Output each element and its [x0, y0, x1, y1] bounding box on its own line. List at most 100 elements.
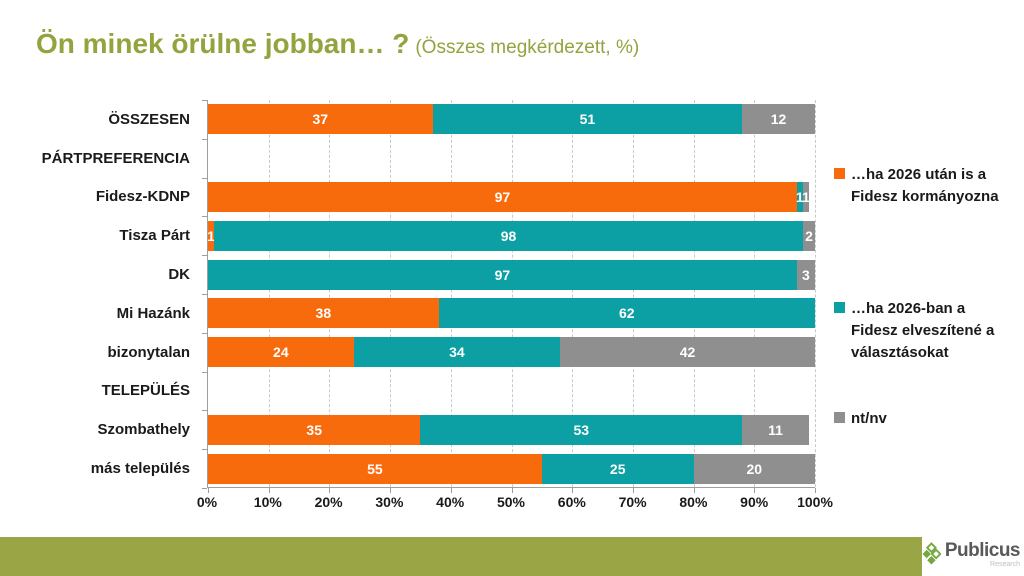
y-tick	[202, 294, 207, 295]
y-tick	[202, 449, 207, 451]
bar-segment: 2	[802, 220, 815, 251]
bar-value-label: 42	[679, 344, 696, 361]
x-tick-label: 80%	[679, 494, 708, 510]
bar-segment: 97	[208, 259, 797, 290]
bar-segment: 1	[207, 220, 215, 251]
bar-row: 97 1 1	[208, 182, 810, 212]
legend-item-fidesz-stays: …ha 2026 után is a Fidesz kormányozna	[834, 164, 1001, 208]
bar-segment: 11	[742, 414, 809, 445]
bar-segment: 24	[208, 337, 354, 368]
category-label: bizonytalan	[107, 343, 190, 361]
bar-value-label: 51	[579, 111, 596, 128]
bar-value-label: 1	[795, 189, 804, 205]
y-tick	[202, 100, 207, 101]
bar-value-label: 1	[207, 227, 215, 244]
bar-segment: 38	[208, 298, 439, 329]
category-label: Tisza Párt	[119, 227, 190, 245]
bar-row: 38 62	[208, 298, 815, 329]
gridline	[754, 100, 756, 487]
bar-value-label: 11	[768, 421, 783, 438]
x-tick	[815, 488, 816, 493]
gridline	[450, 100, 452, 487]
y-tick	[202, 332, 207, 334]
x-tick-label: 90%	[740, 494, 769, 510]
x-tick-label: 50%	[496, 494, 526, 510]
x-tick	[450, 488, 452, 493]
bar-value-label: 3	[801, 266, 810, 283]
bar-value-label: 1	[801, 189, 810, 205]
x-tick-label: 30%	[375, 494, 404, 510]
legend-item-ntnv: nt/nv	[834, 408, 1001, 430]
y-tick	[202, 410, 207, 412]
x-tick-label: 70%	[618, 494, 647, 510]
bar-value-label: 97	[494, 189, 511, 205]
bar-value-label: 34	[449, 344, 465, 361]
bar-value-label: 25	[609, 460, 626, 477]
bar-row: 35 53 11	[208, 414, 809, 445]
bar-value-label: 53	[573, 421, 590, 438]
category-label: más település	[90, 460, 190, 478]
bar-segment: 98	[214, 220, 803, 251]
bar-value-label: 98	[500, 227, 517, 244]
x-tick	[208, 488, 209, 493]
bar-segment: 53	[420, 414, 743, 445]
legend-item-fidesz-loses: …ha 2026-ban a Fidesz elveszítené a vála…	[834, 298, 1001, 363]
bar-segment: 1	[801, 182, 810, 212]
bar-segment: 25	[541, 453, 694, 484]
category-label: PÁRTPREFERENCIA	[41, 149, 190, 167]
legend-swatch-gray	[834, 412, 845, 423]
brand-text: Publicus Research	[944, 539, 1021, 568]
bar-segment: 37	[208, 104, 433, 135]
bar-value-label: 38	[315, 305, 332, 322]
y-tick	[202, 216, 207, 218]
publicus-diamonds-icon	[922, 542, 941, 565]
bar-value-label: 55	[367, 460, 383, 477]
y-tick	[202, 371, 207, 373]
x-tick	[572, 488, 574, 493]
bar-value-label: 20	[746, 460, 763, 477]
x-tick-label: 60%	[557, 494, 586, 510]
category-label: Szombathely	[97, 421, 190, 439]
x-tick-label: 0%	[196, 494, 218, 510]
brand-name: Publicus	[944, 539, 1021, 561]
legend-swatch-teal	[834, 302, 845, 313]
bar-value-label: 2	[805, 227, 813, 244]
bar-segment: 51	[432, 104, 743, 135]
plot-area: 37 51 12 97 1 1 1 98 2 97 3 38 62 24 34 42 35 53 11 55 25 20	[202, 100, 816, 493]
legend-label: …ha 2026 után is a Fidesz kormányozna	[851, 166, 999, 205]
bar-row: 24 34 42	[208, 337, 815, 368]
gridline	[329, 100, 331, 487]
category-label: Fidesz-KDNP	[95, 188, 190, 206]
bar-segment: 42	[560, 337, 815, 368]
x-tick-label: 20%	[314, 494, 343, 510]
y-tick	[202, 138, 207, 140]
bar-segment: 35	[208, 414, 421, 445]
bar-segment: 1	[795, 182, 804, 212]
bar-value-label: 12	[770, 111, 787, 128]
bar-segment: 12	[742, 104, 815, 135]
category-label: TELEPÜLÉS	[101, 382, 190, 400]
bar-value-label: 37	[312, 111, 329, 128]
title-subtitle: (Összes megkérdezett, %)	[415, 37, 640, 58]
bar-segment: 20	[693, 453, 815, 484]
y-tick	[202, 255, 207, 257]
bar-row: 55 25 20	[208, 453, 815, 484]
x-tick	[390, 488, 392, 493]
footer-bar	[0, 537, 922, 576]
bar-value-label: 62	[619, 305, 635, 322]
bar-segment: 34	[353, 337, 561, 368]
bar-row: 97 3	[208, 259, 815, 290]
bar-segment: 97	[208, 182, 797, 212]
gridline	[632, 100, 634, 487]
bar-value-label: 24	[273, 344, 289, 361]
x-axis-labels: 0% 10% 20% 30% 40% 50% 60% 70% 80% 90% 100%	[197, 494, 833, 514]
x-tick	[511, 488, 513, 493]
publicus-logo: Publicus Research	[922, 532, 1021, 576]
bar-segment: 55	[208, 453, 542, 484]
bar-row: 37 51 12	[208, 104, 815, 135]
category-label: Mi Hazánk	[116, 304, 190, 322]
gridline	[693, 100, 695, 487]
brand-subtitle: Research	[990, 560, 1020, 568]
gridline	[815, 100, 816, 487]
